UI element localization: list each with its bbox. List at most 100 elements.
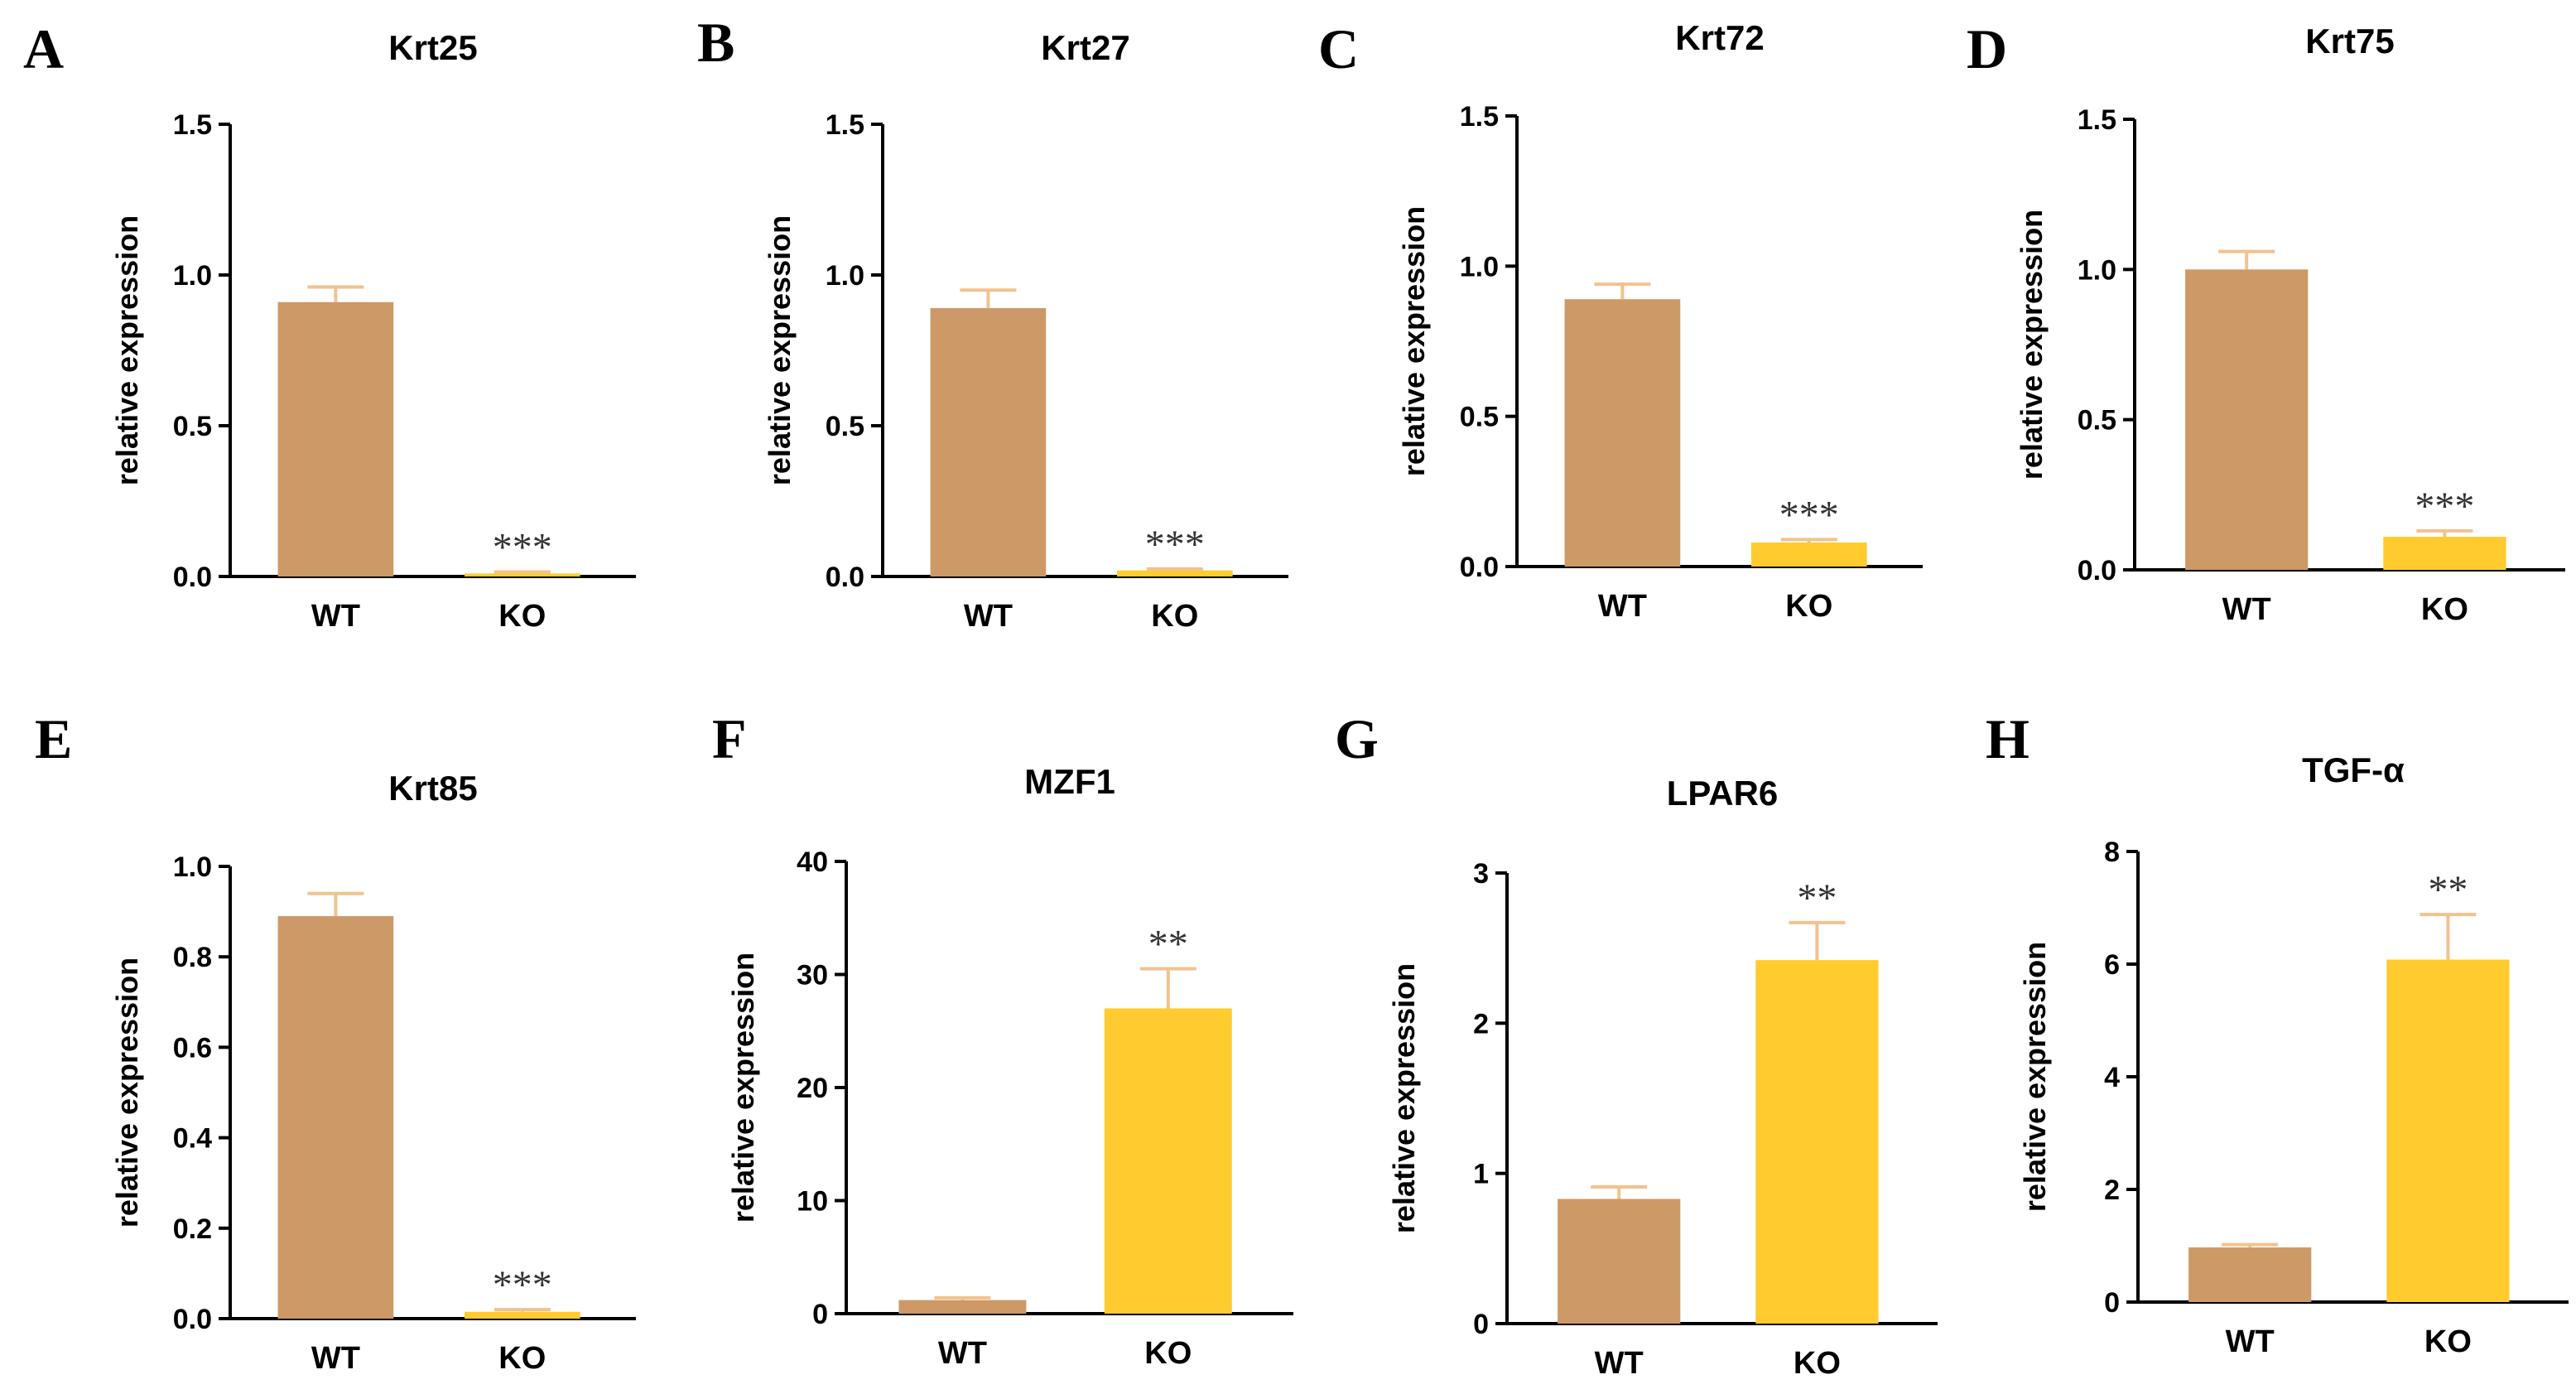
bar-wt [1558,1199,1681,1324]
y-tick-label: 2 [2104,1175,2120,1206]
x-tick-label: WT [938,1336,987,1371]
bar-wt [1564,299,1681,567]
chart-panel-h: H TGF-α relative expression 0 2 4 6 8 WT KO ** [1986,707,2569,1359]
y-tick-label: 0.6 [173,1032,212,1064]
bar-wt [2188,1247,2312,1302]
x-tick-label: KO [498,1341,546,1376]
bar-wt [277,916,394,1319]
panel-letter: C [1318,17,1359,80]
y-tick-label: 0 [2104,1287,2120,1319]
y-axis-label: relative expression [110,215,144,485]
y-tick-label: 6 [2104,949,2120,981]
y-tick-label: 4 [2104,1062,2120,1093]
y-tick-label: 0.0 [173,1304,212,1335]
x-tick-label: KO [1785,589,1832,624]
panel-letter: F [712,707,747,770]
y-tick-label: 3 [1473,858,1489,890]
bar-wt [898,1300,1027,1314]
x-tick-label: WT [1595,1346,1644,1381]
chart-title: LPAR6 [1667,774,1779,813]
bar-ko [1104,1008,1232,1314]
y-tick-label: 1 [1473,1159,1489,1190]
y-tick-label: 0.8 [173,942,212,973]
panel-letter: E [35,707,72,770]
y-tick-label: 0.5 [2078,405,2116,437]
y-tick-label: 1.5 [826,109,864,141]
y-tick-label: 2 [1473,1008,1489,1039]
significance-marker: *** [493,526,552,570]
chart-title: Krt85 [388,769,477,808]
y-tick-label: 20 [797,1073,828,1104]
significance-marker: *** [1779,493,1839,537]
y-tick-label: 0.0 [173,562,212,593]
chart-panel-e: E Krt85 relative expression 0.0 0.2 0.4 0.6 0.8… [35,707,636,1376]
bar-ko [464,1311,580,1319]
chart-title: MZF1 [1024,762,1115,801]
bar-ko [1755,960,1879,1324]
panel-letter: D [1967,17,2007,80]
x-tick-label: WT [311,599,360,634]
chart-panel-d: D Krt75 relative expression 0.0 0.5 1.0 1.5 WT K… [1967,17,2565,627]
y-axis-label: relative expression [763,215,797,485]
x-tick-label: WT [311,1341,360,1376]
y-axis-label: relative expression [726,953,760,1223]
bar-ko [2383,537,2506,570]
panel-letter: B [697,11,734,74]
significance-marker: ** [2428,868,2468,912]
y-axis-label: relative expression [2015,210,2049,480]
y-tick-label: 1.5 [173,109,212,141]
y-tick-label: 0.4 [173,1123,212,1155]
x-tick-label: KO [498,599,546,634]
y-tick-label: 40 [797,847,828,878]
y-tick-label: 0.0 [2078,555,2116,586]
significance-marker: ** [1148,923,1188,967]
bar-ko [1116,570,1233,576]
y-tick-label: 0.5 [173,411,212,442]
bar-wt [2185,269,2309,570]
chart-panel-b: B Krt27 relative expression 0.0 0.5 1.0 1.5 WT K… [697,11,1288,634]
y-axis-label: relative expression [1387,963,1421,1233]
x-tick-label: WT [964,599,1013,634]
chart-panel-a: A Krt25 relative expression 0.0 0.5 1.0 1.5 WT K… [23,17,636,634]
x-tick-label: KO [2421,592,2468,627]
y-tick-label: 1.0 [173,851,212,883]
x-tick-label: KO [1151,599,1198,634]
y-tick-label: 1.0 [2078,254,2116,286]
significance-marker: *** [493,1263,552,1307]
y-tick-label: 0.5 [1460,402,1499,433]
y-tick-label: 1.0 [1460,251,1499,282]
chart-panel-f: F MZF1 relative expression 0 10 20 30 40 WT KO ** [712,707,1293,1371]
bar-ko [1750,542,1867,567]
y-tick-label: 30 [797,960,828,991]
y-tick-label: 0 [1473,1309,1489,1340]
y-tick-label: 0.0 [826,562,864,593]
y-tick-label: 0.0 [1460,552,1499,583]
y-axis-label: relative expression [2018,942,2052,1212]
bar-wt [930,308,1047,576]
x-tick-label: KO [2424,1324,2472,1359]
panel-letter: G [1335,707,1379,770]
significance-marker: *** [2415,485,2474,528]
y-tick-label: 10 [797,1186,828,1218]
y-tick-label: 8 [2104,837,2120,868]
x-tick-label: KO [1794,1346,1841,1381]
panel-letter: A [23,17,64,80]
significance-marker: *** [1145,523,1205,567]
y-axis-label: relative expression [110,957,144,1228]
chart-title: Krt27 [1041,28,1129,67]
y-tick-label: 0.5 [826,411,864,442]
y-tick-label: 0.2 [173,1213,212,1245]
chart-title: TGF-α [2302,750,2405,789]
y-axis-label: relative expression [1397,206,1431,476]
panel-letter: H [1986,707,2030,770]
x-tick-label: WT [2222,592,2271,627]
bar-ko [2386,959,2510,1302]
bar-ko [464,573,580,576]
chart-title: Krt25 [388,28,477,67]
y-tick-label: 1.0 [173,260,212,292]
x-tick-label: KO [1144,1336,1192,1371]
y-tick-label: 0 [812,1299,828,1330]
x-tick-label: WT [1598,589,1647,624]
chart-title: Krt75 [2305,22,2394,60]
